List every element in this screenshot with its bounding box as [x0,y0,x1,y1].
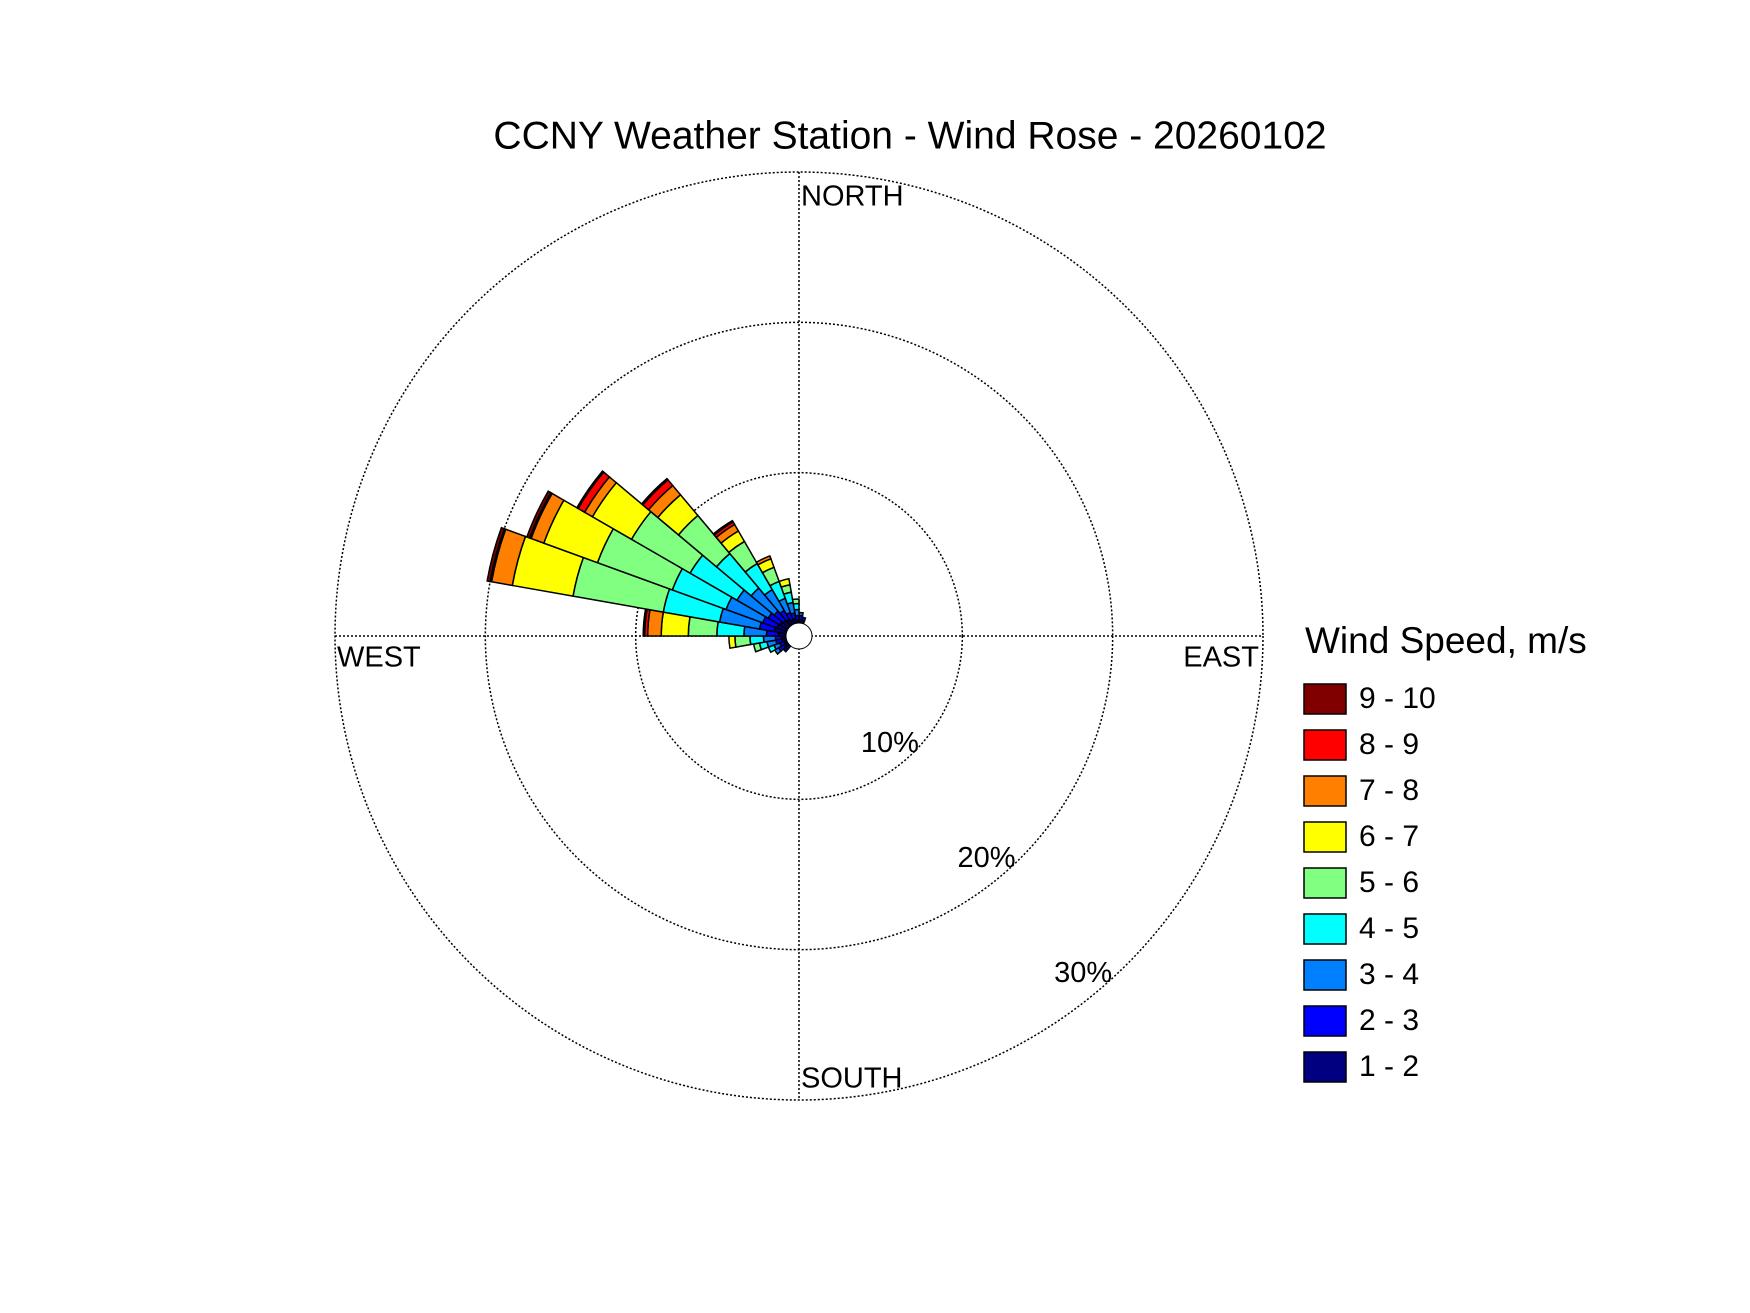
legend-label: 6 - 7 [1359,820,1419,853]
wedge-segment [791,598,800,605]
legend-label: 7 - 8 [1359,774,1419,807]
wedge-segment [734,635,752,649]
wedge-segment [640,477,669,506]
legend-label: 8 - 9 [1359,728,1419,761]
chart-title: CCNY Weather Station - Wind Rose - 20260… [493,114,1326,157]
legend-label: 9 - 10 [1359,682,1436,715]
legend-title: Wind Speed, m/s [1305,620,1587,661]
legend-swatch [1303,959,1347,991]
wedge-segment [778,577,791,589]
wedge-segment [712,519,735,537]
legend-label: 5 - 6 [1359,866,1419,899]
wedge-segment [525,490,552,539]
legend-label: 4 - 5 [1359,912,1419,945]
direction-label: NORTH [801,181,904,213]
legend-swatch [1303,729,1347,761]
wedge-segment [486,526,506,583]
wedge-segment [575,470,605,510]
r-tick-label: 30% [1054,957,1112,989]
legend-swatch [1303,1005,1347,1037]
r-tick-label: 20% [957,842,1015,874]
legend-swatch [1303,867,1347,899]
legend-label: 1 - 2 [1359,1050,1419,1083]
legend-swatch [1303,683,1347,715]
r-tick-label: 10% [861,727,919,759]
legend-swatch [1303,913,1347,945]
legend-swatch [1303,775,1347,807]
legend-swatch [1303,821,1347,853]
direction-label: SOUTH [801,1063,903,1095]
wedge-segment [755,555,772,566]
direction-label: EAST [1183,642,1259,674]
legend-label: 3 - 4 [1359,958,1419,991]
direction-label: WEST [337,642,421,674]
wedge-segment [728,635,737,650]
center-hole [785,622,813,650]
wedge-segment [800,616,807,622]
legend-swatch [1303,1051,1347,1083]
wedge-segment [749,635,765,646]
legend-label: 2 - 3 [1359,1004,1419,1037]
